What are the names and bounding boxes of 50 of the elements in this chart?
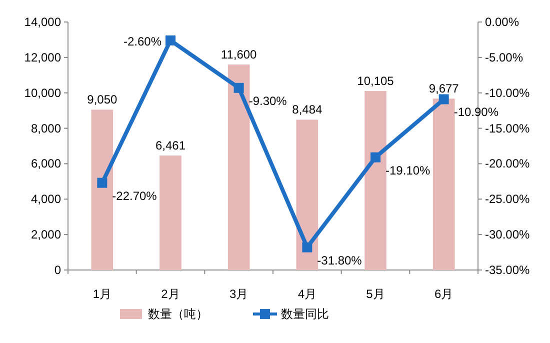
data-label: 10,105 xyxy=(357,74,394,88)
x-tick-label: 4月 xyxy=(298,287,317,301)
bar xyxy=(432,98,455,270)
x-tick-label: 2月 xyxy=(161,287,180,301)
legend-数量（吨）: 数量（吨） xyxy=(120,307,208,321)
data-label: 6,461 xyxy=(155,138,186,153)
data-label: -10.90% xyxy=(454,105,499,120)
legend-label: 数量（吨） xyxy=(148,307,208,321)
y2-tick-label: -35.00% xyxy=(485,263,530,277)
y2-tick-label: -10.00% xyxy=(485,86,530,100)
point xyxy=(234,82,244,93)
bar xyxy=(296,120,318,270)
y2-tick-label: 0.00% xyxy=(485,15,520,29)
bar xyxy=(160,156,182,270)
point xyxy=(166,35,176,46)
y-tick-label: 2,000 xyxy=(30,228,62,242)
bar xyxy=(364,90,386,270)
point xyxy=(302,242,312,252)
x-tick-label: 5月 xyxy=(366,287,385,301)
point xyxy=(370,152,380,162)
legend-label: 数量同比 xyxy=(281,307,329,321)
data-label: 11,600 xyxy=(220,48,258,62)
point xyxy=(438,94,449,104)
data-label: -19.10% xyxy=(386,163,431,178)
data-label: 9,050 xyxy=(87,92,118,107)
x-tick-label: 6月 xyxy=(434,287,454,301)
y-tick-label: 8,000 xyxy=(30,121,62,136)
y-tick-label: 6,000 xyxy=(30,156,62,171)
bar xyxy=(228,64,250,270)
data-label: 9,677 xyxy=(428,82,460,96)
bar xyxy=(91,110,114,270)
data-label: 8,484 xyxy=(292,102,323,117)
data-label: -22.70% xyxy=(112,188,158,203)
data-label: -9.30% xyxy=(248,94,288,108)
data-label: -31.80% xyxy=(317,253,362,268)
y-tick-label: 10,000 xyxy=(24,86,62,100)
data-label: -2.60% xyxy=(123,34,162,48)
y2-tick-label: -5.00% xyxy=(485,50,524,64)
point xyxy=(97,178,108,188)
y2-tick-label: -30.00% xyxy=(485,228,530,242)
y-tick-label: 0 xyxy=(54,263,62,277)
legend-数量同比: 数量同比 xyxy=(253,307,329,321)
y-tick-label: 14,000 xyxy=(24,15,62,29)
y-tick-label: 12,000 xyxy=(24,50,62,64)
y2-tick-label: -20.00% xyxy=(485,156,530,171)
y2-tick-label: -25.00% xyxy=(485,192,530,206)
x-tick-label: 1月 xyxy=(92,287,112,301)
x-tick-label: 3月 xyxy=(229,287,248,301)
y-tick-label: 4,000 xyxy=(30,192,62,206)
y2-tick-label: -15.00% xyxy=(485,121,530,136)
